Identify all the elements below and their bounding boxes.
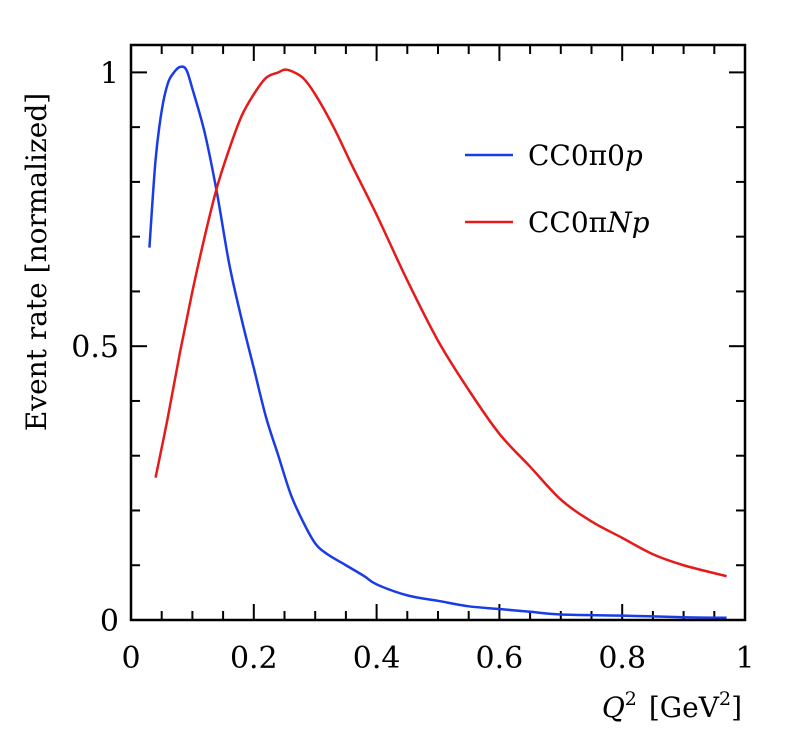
y-axis-label: Event rate [normalized] [20,93,53,431]
series-line-0 [148,65,727,620]
x-axis-label: Q2 [GeV2] [602,688,742,724]
y-tick-label: 0.5 [71,330,119,365]
x-tick-label: 0.8 [598,641,646,676]
x-tick-label: 0.4 [353,641,401,676]
series-line-1 [154,68,727,578]
plot-frame [129,43,747,622]
x-axis-label-var: Q [602,691,625,724]
legend-label-cc0pinp: CC0πNp [528,206,650,239]
y-tick-label: 0 [100,604,119,639]
x-tick-label: 0 [121,641,140,676]
legend-label-cc0pi0p-italic: p [625,139,643,172]
x-axis-label-unit-sup: 2 [719,688,731,710]
x-tick-label: 0.2 [230,641,278,676]
x-tick-label: 1 [735,641,754,676]
y-tick-labels: 00.51 [71,56,119,639]
series-lines [148,65,727,620]
y-tick-label: 1 [100,56,119,91]
legend-label-cc0pi0p-main: CC0π0 [528,139,625,172]
x-axis-label-unit-close: ] [731,691,742,724]
x-tick-label: 0.6 [476,641,524,676]
legend-label-cc0pinp-italic: Np [606,206,650,239]
x-axis-label-unit: [GeV [649,691,720,724]
x-tick-labels: 0 0.2 0.4 0.6 0.8 1 [121,641,754,676]
legend: CC0π0p CC0πNp [465,139,650,239]
axis-ticks [130,45,746,621]
x-axis-label-var-sup: 2 [625,688,637,710]
legend-label-cc0pinp-main: CC0π [528,206,607,239]
legend-label-cc0pi0p: CC0π0p [528,139,643,172]
